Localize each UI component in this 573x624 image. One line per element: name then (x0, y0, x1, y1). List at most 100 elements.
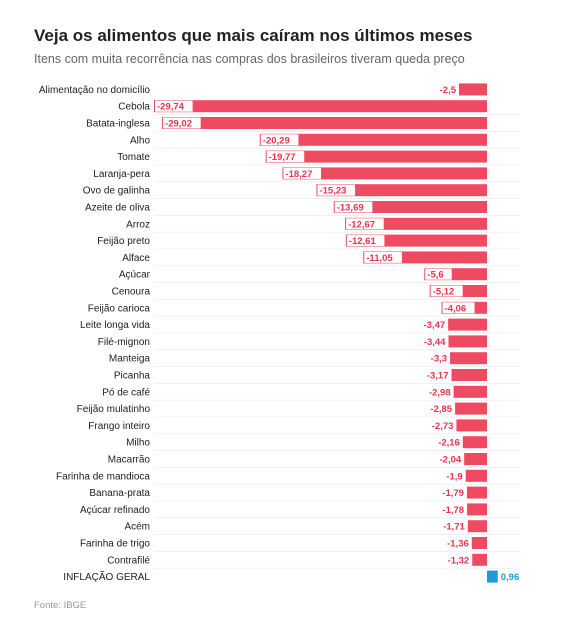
value-label: -13,69 (337, 203, 364, 214)
category-label: Batata-inglesa (86, 119, 150, 130)
value-label: -2,73 (432, 421, 454, 432)
category-label: Frango inteiro (88, 421, 150, 432)
bar (471, 537, 487, 549)
bar (451, 369, 487, 381)
category-label: Filé-mignon (98, 337, 150, 348)
value-label: -1,9 (446, 471, 462, 482)
value-label: -2,04 (440, 455, 462, 466)
value-label: -2,85 (430, 404, 452, 415)
value-label: -5,6 (427, 270, 443, 281)
value-label: -19,77 (269, 152, 296, 163)
value-label: -29,74 (157, 102, 185, 113)
bar (162, 117, 487, 129)
value-label-background (425, 268, 452, 280)
value-label: -11,05 (366, 253, 393, 264)
bar (154, 100, 487, 113)
category-label: Alface (122, 253, 150, 264)
bar (467, 520, 487, 533)
value-label-background (334, 201, 373, 213)
category-label: Macarrão (108, 455, 151, 466)
category-label: Alho (130, 135, 150, 146)
category-label: Ovo de galinha (83, 186, 151, 197)
bar (448, 335, 487, 348)
bar (465, 469, 487, 482)
value-label: -3,17 (427, 371, 449, 382)
value-label-background (155, 100, 193, 112)
value-label: -2,5 (440, 85, 457, 96)
category-label: Tomate (117, 152, 150, 163)
value-label: -1,71 (443, 522, 465, 533)
value-label-background (266, 151, 305, 163)
value-label-background (163, 117, 201, 129)
value-label: -2,16 (438, 438, 460, 449)
value-label-background (346, 235, 385, 247)
bar (459, 83, 487, 96)
value-label: -1,36 (447, 539, 469, 550)
value-label-background (430, 285, 463, 297)
category-label: Azeite de oliva (85, 203, 150, 214)
bar (282, 167, 487, 180)
value-label: -18,27 (285, 169, 312, 180)
category-label: Cebola (118, 102, 150, 113)
value-label-background (442, 302, 475, 314)
category-label: Farinha de mandioca (56, 471, 150, 482)
value-label: 0,96 (501, 572, 520, 583)
value-label-background (317, 184, 356, 196)
value-label: -15,23 (319, 186, 346, 197)
category-label: Açúcar (119, 270, 151, 281)
bar (487, 570, 498, 583)
value-label: -5,12 (433, 287, 455, 298)
value-label: -29,02 (165, 119, 192, 130)
value-label: -12,61 (349, 236, 377, 247)
value-label: -1,78 (442, 505, 464, 516)
value-label: -3,3 (431, 354, 447, 365)
value-label-background (283, 167, 322, 179)
category-label: Acém (124, 522, 150, 533)
category-label: Manteiga (109, 354, 151, 365)
value-label: -1,32 (448, 555, 470, 566)
bar (455, 402, 487, 415)
value-label: -3,47 (423, 320, 445, 331)
category-label: Farinha de trigo (80, 539, 150, 550)
category-label: Feijão mulatinho (77, 404, 151, 415)
bar (316, 184, 487, 197)
value-label-background (346, 218, 384, 230)
chart-title: Veja os alimentos que mais caíram nos úl… (34, 26, 473, 45)
bar (472, 553, 487, 566)
category-label: Cenoura (112, 287, 151, 298)
category-label: Banana-prata (89, 488, 150, 499)
bar (259, 133, 487, 146)
category-label: Feijão carioca (88, 303, 151, 314)
bar (265, 150, 487, 163)
bar (467, 503, 487, 516)
category-label: INFLAÇÃO GERAL (63, 570, 150, 583)
chart-subtitle: Itens com muita recorrência nas compras … (34, 52, 465, 66)
value-label-background (364, 251, 402, 263)
value-label: -2,98 (429, 387, 451, 398)
value-label: -20,29 (263, 135, 290, 146)
value-label: -1,79 (442, 488, 464, 499)
bar (462, 436, 487, 449)
category-label: Picanha (114, 371, 151, 382)
bar (448, 318, 487, 331)
bar (456, 419, 487, 432)
bar (464, 453, 487, 465)
bar (466, 486, 487, 499)
category-label: Milho (126, 438, 150, 449)
category-label: Leite longa vida (80, 320, 150, 331)
category-label: Feijão preto (97, 236, 150, 247)
bar (450, 352, 487, 365)
category-label: Contrafilé (107, 555, 150, 566)
value-label-background (260, 134, 299, 146)
category-label: Laranja-pera (93, 169, 150, 180)
bar (453, 385, 487, 398)
category-label: Arroz (126, 219, 150, 230)
category-label: Açúcar refinado (80, 505, 150, 516)
category-label: Pó de café (102, 387, 150, 398)
value-label: -4,06 (445, 303, 467, 314)
value-label: -3,44 (424, 337, 446, 348)
source-note: Fonte: IBGE (34, 600, 87, 611)
value-label: -12,67 (348, 219, 375, 230)
category-label: Alimentação no domicílio (39, 85, 151, 96)
